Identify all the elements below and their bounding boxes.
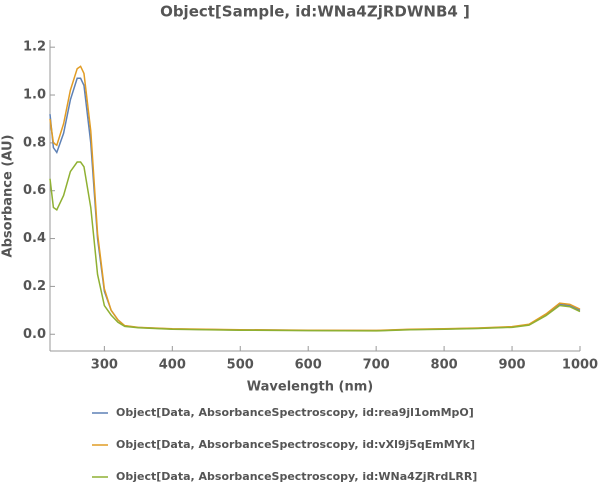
chart-title: Object[Sample, id:WNa4ZjRDWNB4 ] [160,3,470,21]
series-line [49,65,581,332]
series-line [49,161,581,332]
y-tick-label: 0.6 [23,183,46,198]
y-tick-label: 1.0 [23,88,46,103]
legend-label: Object[Data, AbsorbanceSpectroscopy, id:… [116,470,477,483]
y-tick-label: 0.2 [23,279,46,294]
y-tick-label: 1.2 [23,40,46,55]
series-line [49,77,581,332]
y-tick-label: 0.8 [23,135,46,150]
x-axis-label: Wavelength (nm) [247,380,373,395]
legend-label: Object[Data, AbsorbanceSpectroscopy, id:… [116,406,474,419]
x-tick-label: 800 [431,358,458,373]
legend-label: Object[Data, AbsorbanceSpectroscopy, id:… [116,438,475,451]
x-tick-label: 400 [159,358,186,373]
x-tick-label: 500 [227,358,254,373]
x-tick-label: 300 [91,358,118,373]
x-tick-label: 900 [498,358,525,373]
y-axis-label: Absorbance (AU) [1,135,16,258]
x-tick-label: 600 [295,358,322,373]
y-tick-label: 0.4 [23,231,46,246]
x-tick-label: 700 [363,358,390,373]
x-tick-label: 1000 [562,358,598,373]
y-tick-label: 0.0 [23,327,46,342]
